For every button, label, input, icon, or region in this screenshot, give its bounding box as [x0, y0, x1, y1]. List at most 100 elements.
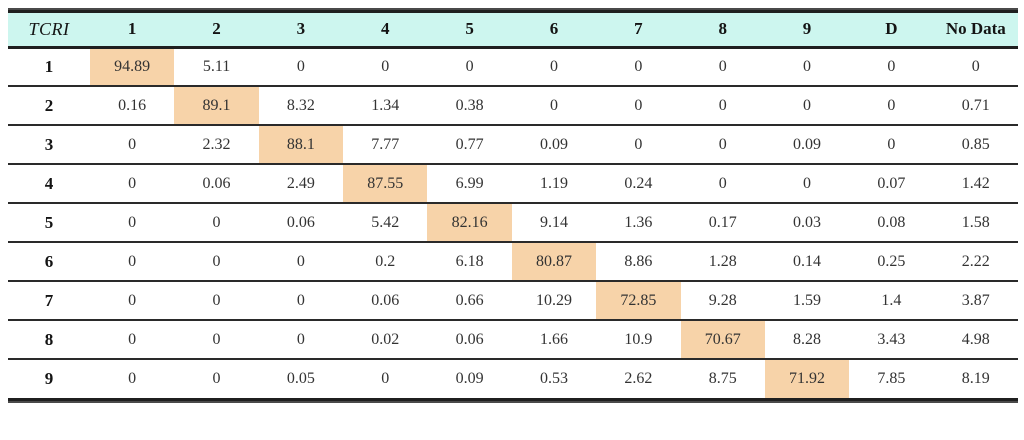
matrix-cell: 0: [212, 252, 221, 270]
matrix-cell: 0.06: [371, 291, 400, 309]
matrix-cell: 10.9: [624, 330, 653, 348]
row-header: 3: [44, 134, 54, 154]
matrix-cell-diagonal: 82.16: [427, 203, 512, 242]
matrix-cell: 2.22: [961, 252, 990, 270]
row-header: 2: [44, 95, 54, 115]
matrix-cell: 1.19: [539, 174, 568, 192]
matrix-cell: 1.66: [539, 330, 568, 348]
bottom-double-rule: [8, 398, 1018, 403]
matrix-cell: 0: [465, 57, 474, 75]
matrix-cell: 0: [296, 57, 305, 75]
matrix-cell: 1.28: [708, 252, 737, 270]
tcri-transition-matrix-table: TCRI 1 2 3 4 5 6 7 8 9 D No Data 1 94.89 5.11 0 0 0 0 0 0 0 0…: [8, 13, 1018, 398]
matrix-cell: 0.03: [793, 213, 822, 231]
column-header: 4: [381, 19, 390, 39]
table-row: 1 94.89 5.11 0 0 0 0 0 0 0 0 0: [8, 47, 1018, 86]
matrix-cell: 1.4: [881, 291, 902, 309]
matrix-cell: 7.85: [877, 370, 906, 387]
matrix-cell: 0: [212, 291, 221, 309]
matrix-cell: 0.38: [455, 96, 484, 114]
table-row: 6 0 0 0 0.2 6.18 80.87 8.86 1.28 0.14 0.25 2.22: [8, 242, 1018, 281]
matrix-cell: 0.24: [624, 174, 653, 192]
table-row: 9 0 0 0.05 0 0.09 0.53 2.62 8.75 71.92 7.85 8.19: [8, 359, 1018, 398]
matrix-cell: 2.32: [202, 135, 231, 153]
column-header: 7: [634, 19, 643, 39]
matrix-cell: 0.08: [877, 213, 906, 231]
matrix-cell: 4.98: [961, 330, 990, 348]
matrix-cell: 0.02: [371, 330, 400, 348]
matrix-cell: 0: [128, 370, 137, 387]
matrix-cell: 10.29: [535, 291, 572, 309]
row-header: 6: [44, 251, 54, 271]
matrix-cell: 6.99: [455, 174, 484, 192]
matrix-cell: 1.59: [793, 291, 822, 309]
matrix-cell: 6.18: [455, 252, 484, 270]
matrix-cell: 0: [128, 330, 137, 348]
matrix-cell: 0: [128, 174, 137, 192]
matrix-cell: 0: [634, 135, 643, 153]
matrix-cell: 9.14: [539, 213, 568, 231]
matrix-cell: 0.2: [375, 252, 396, 270]
matrix-cell: 0.16: [118, 96, 147, 114]
matrix-cell: 0.71: [961, 96, 990, 114]
column-header: D: [885, 19, 898, 39]
matrix-cell: 0.06: [202, 174, 231, 192]
tcri-transition-matrix: TCRI 1 2 3 4 5 6 7 8 9 D No Data 1 94.89 5.11 0 0 0 0 0 0 0 0…: [8, 8, 1018, 403]
matrix-cell: 0.07: [877, 174, 906, 192]
matrix-cell: 0.06: [286, 213, 315, 231]
matrix-cell: 0.05: [286, 370, 315, 387]
matrix-cell: 0: [381, 57, 390, 75]
column-header: 6: [549, 19, 559, 39]
matrix-cell: 8.32: [286, 96, 315, 114]
matrix-cell-diagonal: 89.1: [174, 86, 259, 125]
matrix-cell: 8.19: [961, 370, 990, 387]
row-header: 1: [44, 56, 54, 76]
matrix-cell: 0: [718, 174, 727, 192]
matrix-cell-diagonal: 94.89: [90, 47, 175, 86]
matrix-cell: 0.09: [793, 135, 822, 153]
matrix-cell: 1.58: [961, 213, 990, 231]
matrix-cell: 0: [212, 213, 221, 231]
matrix-cell: 8.75: [708, 370, 737, 387]
matrix-cell: 0: [296, 291, 305, 309]
row-header: 5: [44, 212, 54, 232]
matrix-cell: 0.77: [455, 135, 484, 153]
matrix-cell-diagonal: 88.1: [258, 125, 344, 164]
matrix-cell: 0: [887, 96, 896, 114]
matrix-cell: 0.09: [539, 135, 568, 153]
matrix-cell: 2.62: [624, 370, 653, 387]
header-row: TCRI 1 2 3 4 5 6 7 8 9 D No Data: [8, 13, 1018, 47]
matrix-cell: 3.87: [961, 291, 990, 309]
column-header: 3: [296, 19, 306, 39]
matrix-cell: 0: [296, 330, 305, 348]
column-header: No Data: [945, 19, 1006, 39]
matrix-cell: 0: [296, 252, 305, 270]
matrix-cell: 0: [718, 135, 727, 153]
matrix-cell-diagonal: 72.85: [596, 281, 681, 320]
column-header: 1: [127, 19, 137, 39]
matrix-cell: 0.25: [877, 252, 906, 270]
top-double-rule: [8, 8, 1018, 13]
matrix-cell: 9.28: [708, 291, 737, 309]
matrix-cell: 8.28: [793, 330, 822, 348]
matrix-cell: 0.85: [961, 135, 990, 153]
matrix-cell: 1.42: [961, 174, 990, 192]
matrix-cell: 0.53: [539, 370, 568, 387]
matrix-cell: 0: [212, 330, 221, 348]
matrix-cell: 0: [971, 57, 980, 75]
matrix-cell: 0: [128, 135, 137, 153]
column-header: 8: [718, 19, 727, 39]
matrix-cell: 0: [718, 96, 727, 114]
matrix-cell: 0: [803, 174, 812, 192]
matrix-cell: 3.43: [877, 330, 906, 348]
table-row: 7 0 0 0 0.06 0.66 10.29 72.85 9.28 1.59 1.4 3.87: [8, 281, 1018, 320]
matrix-cell: 0.66: [455, 291, 484, 309]
table-row: 2 0.16 89.1 8.32 1.34 0.38 0 0 0 0 0 0.71: [8, 86, 1018, 125]
row-header: 7: [44, 290, 54, 310]
matrix-cell: 8.86: [624, 252, 653, 270]
matrix-cell: 0: [128, 291, 137, 309]
row-header: 4: [44, 173, 54, 193]
matrix-cell: 0: [718, 57, 727, 75]
matrix-cell: 0.06: [455, 330, 484, 348]
row-header: 8: [44, 329, 54, 349]
